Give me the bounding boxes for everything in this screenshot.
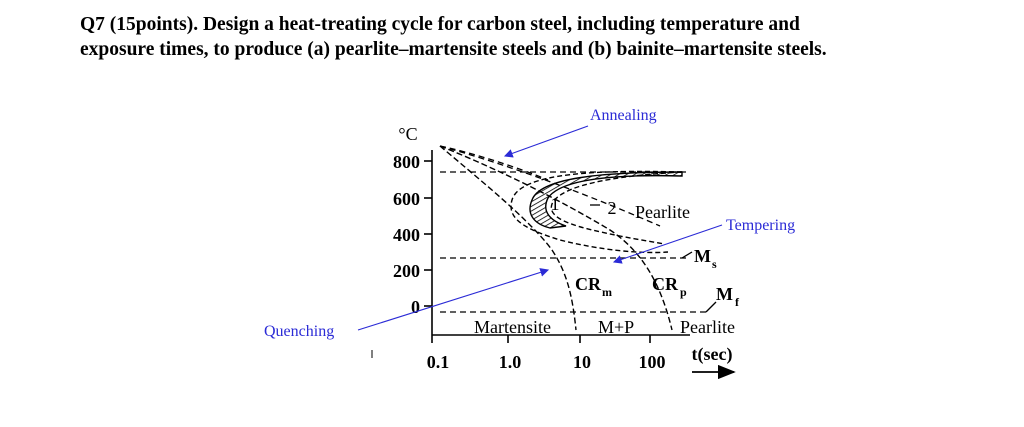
pearlite-lower-label: Pearlite [680,317,735,337]
svg-text:Tempering: Tempering [726,217,795,234]
annealing-cooling-curve [439,145,549,181]
svg-text:s: s [712,257,717,271]
y-tick-0: 0 [411,297,420,317]
svg-text:m: m [602,285,612,299]
mf-label: M f [705,284,740,313]
x-axis: 0.1 1.0 10 100 t(sec) [371,334,736,380]
svg-text:f: f [735,295,740,309]
cr-m-label: CR m [575,274,612,299]
m-plus-p-label: M+P [598,317,634,337]
cooling-curve-cr-m [439,145,577,331]
question-text: Q7 (15points). Design a heat-treating cy… [80,12,1010,62]
svg-text:CR: CR [652,274,679,294]
x-tick-1.0: 1.0 [499,352,522,372]
cr-p-label: CR p [652,274,687,299]
x-tick-100: 100 [639,352,666,372]
question-line-1: Q7 (15points). Design a heat-treating cy… [80,14,800,35]
curve-label-2: 2 [608,198,617,218]
quenching-annotation: Quenching [264,268,550,340]
ms-label: M s [681,246,717,271]
svg-text:Quenching: Quenching [264,323,334,340]
pearlite-region-label: Pearlite [635,202,690,222]
martensite-label: Martensite [474,317,551,337]
annealing-annotation: Annealing [503,107,657,158]
y-tick-800: 800 [393,152,420,172]
transformation-start-curve [510,170,683,254]
cooling-curve-pearlite [439,145,661,227]
svg-text:p: p [680,285,687,299]
x-axis-label: t(sec) [692,344,733,365]
y-tick-200: 200 [393,261,420,281]
tempering-annotation: Tempering [612,217,795,264]
curve-label-1: 1 [551,194,560,214]
svg-text:Annealing: Annealing [590,107,657,124]
transformation-band [529,171,683,229]
question-line-2: exposure times, to produce (a) pearlite–… [80,39,827,60]
svg-text:CR: CR [575,274,602,294]
svg-text:M: M [694,246,711,266]
y-axis: °C 800 600 400 200 0 [393,124,433,335]
cooling-curve-cr-p [439,145,673,331]
x-tick-10: 10 [573,352,591,372]
svg-text:M: M [716,284,733,304]
y-tick-600: 600 [393,189,420,209]
y-unit-label: °C [398,124,417,144]
y-tick-400: 400 [393,225,420,245]
x-tick-0.1: 0.1 [427,352,450,372]
